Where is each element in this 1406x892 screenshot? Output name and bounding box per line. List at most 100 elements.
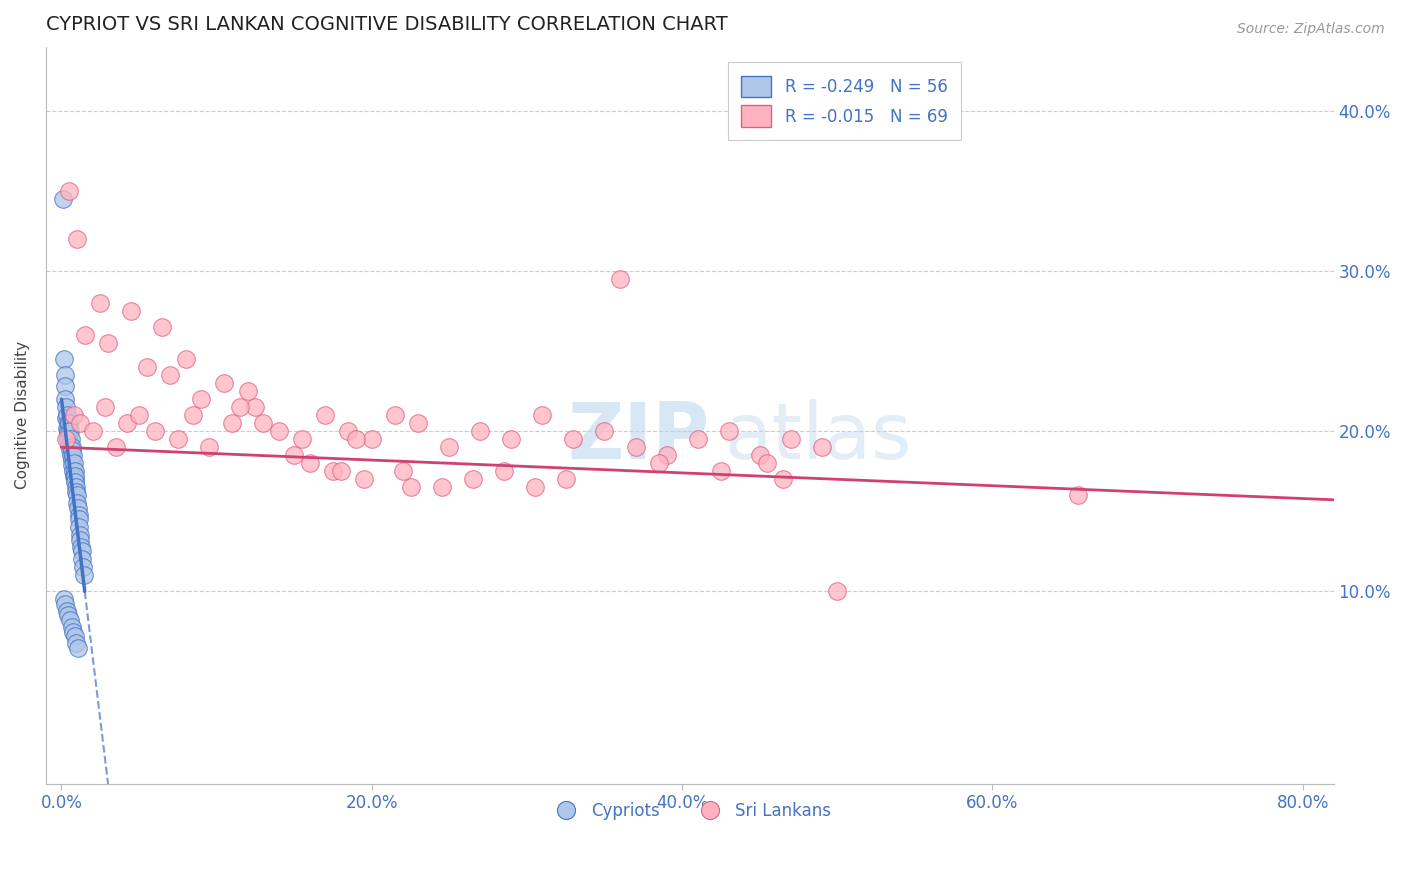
Point [128,408,150,422]
Point [60,458,83,472]
Point [65,469,87,483]
Point [60,443,83,458]
Point [329,464,352,478]
Point [174,352,197,367]
Point [63,629,86,643]
Point [67,520,90,534]
Point [52,192,75,206]
Y-axis label: Cognitive Disability: Cognitive Disability [15,341,30,490]
Point [63,408,86,422]
Point [55,411,77,425]
Point [150,320,173,334]
Point [66,232,89,246]
Point [70,540,93,554]
Point [655,448,678,462]
Point [62,448,84,462]
Point [501,432,523,446]
Point [772,472,794,486]
Point [67,512,90,526]
Point [63,469,86,483]
Point [53,368,76,383]
Point [384,408,406,422]
Point [236,384,259,399]
Point [52,592,75,607]
Point [65,480,87,494]
Point [523,480,546,494]
Point [337,424,360,438]
Point [52,352,75,367]
Point [89,296,111,310]
Point [58,424,80,438]
Point [562,432,585,446]
Point [58,184,80,198]
Point [430,480,453,494]
Point [66,488,89,502]
Point [648,456,671,470]
Point [298,456,321,470]
Point [58,437,80,451]
Point [65,475,87,490]
Point [53,597,76,611]
Point [58,432,80,446]
Text: ZIP: ZIP [567,400,710,475]
Point [810,440,832,454]
Point [314,408,336,422]
Point [72,552,94,566]
Point [531,408,554,422]
Point [198,440,221,454]
Point [59,448,82,462]
Point [291,432,314,446]
Point [166,432,188,446]
Point [69,528,91,542]
Point [183,408,205,422]
Point [214,376,236,391]
Point [360,432,382,446]
Point [391,464,413,478]
Point [53,392,76,407]
Point [115,416,138,430]
Point [143,424,166,438]
Point [461,472,484,486]
Point [58,608,80,623]
Point [554,472,576,486]
Point [60,620,83,634]
Point [70,544,93,558]
Point [69,416,91,430]
Point [399,480,422,494]
Point [56,421,79,435]
Point [593,424,616,438]
Point [252,416,274,430]
Point [63,456,86,470]
Text: Source: ZipAtlas.com: Source: ZipAtlas.com [1237,22,1385,37]
Point [710,464,733,478]
Point [66,496,89,510]
Point [825,584,848,599]
Point [60,453,83,467]
Point [56,416,79,430]
Point [65,636,87,650]
Point [408,416,430,430]
Point [344,432,367,446]
Point [779,432,801,446]
Point [609,272,631,286]
Point [62,464,84,478]
Point [1066,488,1088,502]
Point [55,432,77,446]
Point [60,440,83,454]
Point [63,464,86,478]
Point [104,440,127,454]
Point [59,613,82,627]
Point [67,508,90,522]
Point [686,432,709,446]
Point [56,604,79,618]
Point [72,560,94,574]
Point [717,424,740,438]
Point [221,416,243,430]
Point [73,568,96,582]
Point [59,424,82,438]
Point [94,400,117,414]
Point [267,424,290,438]
Point [624,440,647,454]
Point [353,472,375,486]
Point [58,416,80,430]
